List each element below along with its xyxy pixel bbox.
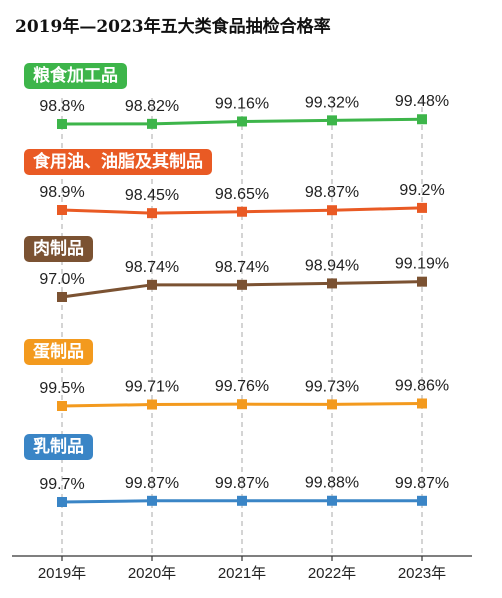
data-label: 98.82%: [125, 98, 179, 115]
data-point: [417, 398, 427, 409]
data-label: 99.73%: [305, 378, 359, 395]
data-point: [327, 495, 337, 506]
data-label: 99.71%: [125, 379, 179, 396]
data-label: 99.48%: [395, 93, 449, 110]
data-label: 99.87%: [215, 475, 269, 492]
data-label: 99.86%: [395, 377, 449, 394]
x-tick-label: 2019年: [38, 565, 86, 582]
data-point: [147, 495, 157, 506]
data-point: [57, 497, 67, 507]
data-point: [237, 116, 247, 127]
data-point: [57, 292, 67, 302]
series-label-4: 蛋制品: [24, 339, 93, 365]
data-point: [57, 401, 67, 411]
data-label: 98.94%: [305, 257, 359, 274]
data-point: [327, 115, 337, 126]
data-label: 99.19%: [395, 256, 449, 273]
data-label: 99.7%: [39, 476, 84, 493]
x-tick-label: 2023年: [398, 565, 446, 582]
data-label: 98.65%: [215, 186, 269, 203]
series-label-3: 肉制品: [24, 236, 93, 262]
data-point: [417, 276, 427, 287]
data-label: 98.8%: [39, 98, 84, 115]
data-point: [417, 114, 427, 125]
data-point: [57, 119, 67, 129]
data-label: 98.45%: [125, 187, 179, 204]
data-label: 99.88%: [305, 475, 359, 492]
data-point: [417, 495, 427, 506]
x-tick-label: 2022年: [308, 565, 356, 582]
data-point: [147, 118, 157, 129]
series-label-2: 食用油、油脂及其制品: [24, 149, 212, 175]
data-point: [237, 279, 247, 290]
data-point: [147, 399, 157, 410]
data-label: 98.74%: [125, 259, 179, 276]
data-point: [57, 205, 67, 215]
data-label: 98.74%: [215, 259, 269, 276]
data-label: 99.32%: [305, 94, 359, 111]
data-point: [147, 279, 157, 290]
data-label: 98.87%: [305, 184, 359, 201]
data-point: [237, 206, 247, 217]
data-point: [147, 208, 157, 219]
chart-title: 2019年—2023年五大类食品抽检合格率: [15, 17, 331, 37]
data-point: [237, 399, 247, 410]
data-label: 97.0%: [39, 271, 84, 288]
data-point: [327, 278, 337, 289]
data-point: [327, 399, 337, 410]
data-point: [417, 202, 427, 213]
data-label: 99.87%: [125, 475, 179, 492]
data-point: [237, 495, 247, 506]
data-label: 99.87%: [395, 475, 449, 492]
data-label: 99.76%: [215, 378, 269, 395]
data-label: 99.5%: [39, 380, 84, 397]
data-label: 99.16%: [215, 95, 269, 112]
x-tick-label: 2021年: [218, 565, 266, 582]
x-tick-label: 2020年: [128, 565, 176, 582]
series-label-5: 乳制品: [24, 434, 93, 460]
data-label: 99.2%: [399, 182, 444, 199]
data-label: 98.9%: [39, 184, 84, 201]
series-label-1: 粮食加工品: [24, 63, 127, 89]
data-point: [327, 205, 337, 216]
